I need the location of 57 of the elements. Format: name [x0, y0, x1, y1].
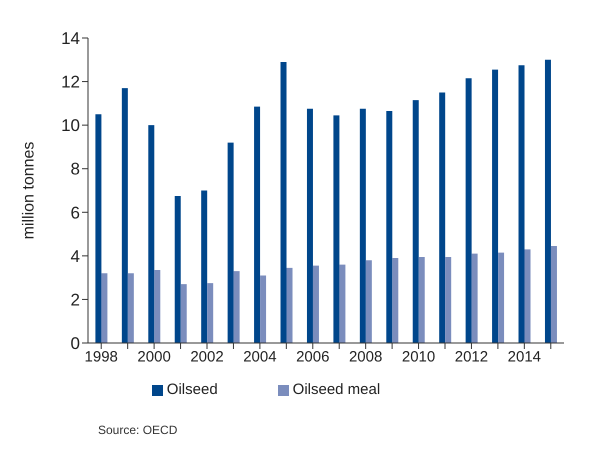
bar: [360, 108, 366, 343]
x-tick-label: 1998: [84, 348, 118, 366]
bar: [180, 284, 187, 343]
bar: [472, 254, 478, 343]
bar: [466, 78, 472, 343]
bar: [339, 264, 346, 343]
bar: [418, 256, 425, 343]
x-tick-label: 2002: [190, 348, 224, 366]
x-tick-label: 2010: [402, 348, 436, 366]
y-tick-label: 4: [70, 246, 80, 266]
bar: [386, 110, 392, 343]
bar: [234, 271, 240, 343]
x-tick-label: 2004: [243, 348, 277, 366]
bar: [95, 114, 102, 343]
bar: [412, 100, 419, 343]
y-tick-label: 12: [61, 72, 80, 92]
y-tick-label: 0: [70, 334, 80, 354]
bar: [392, 258, 398, 343]
bar: [312, 266, 319, 343]
y-tick-label: 2: [70, 290, 80, 310]
source-note: Source: OECD: [98, 423, 178, 437]
bar: [207, 283, 214, 343]
bar: [148, 125, 154, 343]
x-tick-label: 2000: [137, 348, 171, 366]
bar: [445, 256, 452, 343]
y-axis-title: million tonnes: [20, 142, 38, 240]
bar: [544, 60, 551, 343]
bar: [260, 275, 266, 343]
bar: [280, 62, 287, 343]
bar: [498, 252, 504, 343]
bar: [518, 65, 525, 343]
bar: [286, 268, 293, 343]
bar: [439, 92, 446, 343]
bar: [228, 142, 234, 343]
x-tick-label: 2014: [508, 348, 542, 366]
bar: [492, 70, 498, 343]
y-tick-label: 14: [61, 29, 80, 48]
bar: [101, 273, 108, 343]
legend-label: Oilseed: [166, 381, 218, 398]
y-tick-label: 8: [70, 160, 80, 179]
legend-label: Oilseed meal: [292, 381, 380, 398]
bar: [128, 273, 134, 343]
bar: [154, 270, 160, 343]
bar: [524, 249, 531, 343]
x-tick-label: 2012: [454, 348, 488, 366]
y-tick-label: 10: [61, 116, 80, 136]
bar: [306, 108, 313, 343]
bar: [333, 115, 340, 343]
bar: [174, 196, 181, 343]
y-tick-label: 6: [70, 203, 80, 222]
x-tick-label: 2006: [296, 348, 330, 366]
x-tick-label: 2008: [348, 348, 382, 366]
bar: [366, 260, 372, 343]
bar: [550, 246, 557, 343]
bar: [254, 106, 260, 343]
bar: [201, 190, 208, 343]
bar: [122, 88, 128, 343]
